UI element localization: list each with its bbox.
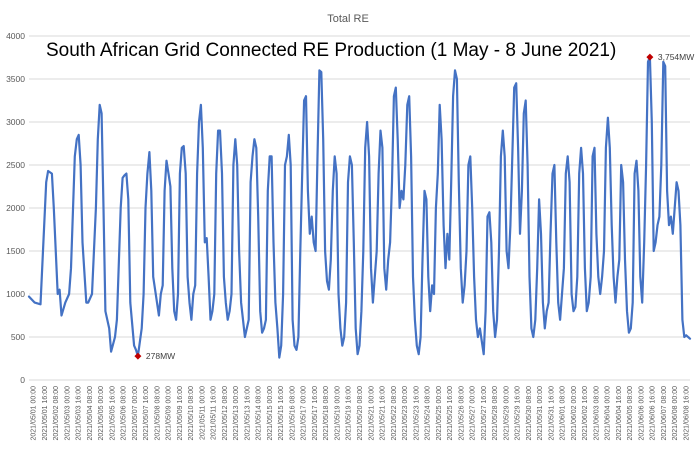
y-tick-label: 4000: [6, 31, 25, 41]
x-tick-label: 2021/05/29 16:00: [515, 386, 522, 441]
x-tick-label: 2021/05/15 00:00: [267, 386, 274, 441]
x-tick-label: 2021/05/02 08:00: [53, 386, 60, 441]
x-tick-label: 2021/05/27 00:00: [470, 386, 477, 441]
y-axis: 0 500 1000 1500 2000 2500 3000 3500 4000: [6, 31, 25, 385]
x-tick-label: 2021/05/21 00:00: [368, 386, 375, 441]
y-tick-label: 3500: [6, 74, 25, 84]
x-tick-label: 2021/06/06 00:00: [638, 386, 645, 441]
x-tick-label: 2021/06/04 16:00: [616, 386, 623, 441]
x-tick-label: 2021/05/31 00:00: [537, 386, 544, 441]
x-tick-label: 2021/05/09 16:00: [177, 386, 184, 441]
annotation-label: 278MW: [146, 351, 175, 361]
x-tick-label: 2021/05/25 00:00: [436, 386, 443, 441]
x-tick-label: 2021/06/01 08:00: [560, 386, 567, 441]
x-tick-label: 2021/05/08 08:00: [154, 386, 161, 441]
y-tick-label: 0: [20, 375, 25, 385]
x-tick-label: 2021/05/01 16:00: [42, 386, 49, 441]
x-tick-label: 2021/05/10 08:00: [188, 386, 195, 441]
x-tick-label: 2021/05/19 16:00: [346, 386, 353, 441]
x-tick-label: 2021/05/06 08:00: [121, 386, 128, 441]
y-tick-label: 2500: [6, 160, 25, 170]
x-tick-label: 2021/05/09 00:00: [166, 386, 173, 441]
x-tick-label: 2021/06/03 08:00: [593, 386, 600, 441]
x-tick-label: 2021/06/04 00:00: [605, 386, 612, 441]
y-tick-label: 500: [11, 332, 25, 342]
x-tick-label: 2021/05/03 00:00: [64, 386, 71, 441]
x-tick-label: 2021/05/15 16:00: [278, 386, 285, 441]
x-tick-label: 2021/05/07 16:00: [143, 386, 150, 441]
x-tick-label: 2021/05/23 16:00: [413, 386, 420, 441]
x-tick-label: 2021/05/28 08:00: [492, 386, 499, 441]
x-tick-label: 2021/05/22 08:00: [391, 386, 398, 441]
y-tick-label: 1000: [6, 289, 25, 299]
x-tick-label: 2021/05/31 16:00: [548, 386, 555, 441]
x-tick-label: 2021/05/25 16:00: [447, 386, 454, 441]
x-tick-label: 2021/05/24 08:00: [425, 386, 432, 441]
annotations: 278MW 3,754MW: [134, 52, 694, 361]
x-tick-label: 2021/05/13 16:00: [244, 386, 251, 441]
annotation-marker: [134, 352, 142, 360]
x-tick-label: 2021/05/20 08:00: [357, 386, 364, 441]
x-tick-label: 2021/06/06 16:00: [650, 386, 657, 441]
x-tick-label: 2021/05/27 16:00: [481, 386, 488, 441]
x-tick-label: 2021/05/19 00:00: [334, 386, 341, 441]
y-tick-label: 2000: [6, 203, 25, 213]
x-tick-label: 2021/05/01 00:00: [31, 386, 38, 441]
x-tick-label: 2021/05/12 08:00: [222, 386, 229, 441]
x-tick-label: 2021/06/07 08:00: [661, 386, 668, 441]
x-tick-label: 2021/05/29 00:00: [503, 386, 510, 441]
x-tick-label: 2021/06/08 16:00: [684, 386, 691, 441]
x-tick-label: 2021/05/07 00:00: [132, 386, 139, 441]
y-tick-label: 1500: [6, 246, 25, 256]
x-tick-label: 2021/05/26 08:00: [458, 386, 465, 441]
x-tick-label: 2021/05/17 16:00: [312, 386, 319, 441]
x-tick-label: 2021/05/16 08:00: [289, 386, 296, 441]
x-tick-label: 2021/05/04 08:00: [87, 386, 94, 441]
x-tick-label: 2021/05/18 08:00: [323, 386, 330, 441]
x-tick-label: 2021/06/08 00:00: [672, 386, 679, 441]
x-tick-label: 2021/06/05 08:00: [627, 386, 634, 441]
x-tick-label: 2021/05/05 00:00: [98, 386, 105, 441]
y-tick-label: 3000: [6, 117, 25, 127]
annotation-label: 3,754MW: [658, 52, 694, 62]
x-tick-label: 2021/05/17 00:00: [301, 386, 308, 441]
x-tick-label: 2021/05/23 00:00: [402, 386, 409, 441]
x-tick-label: 2021/05/11 00:00: [199, 386, 206, 440]
annotation-marker: [646, 53, 654, 61]
gridlines: [29, 35, 690, 381]
x-tick-label: 2021/06/02 00:00: [571, 386, 578, 441]
series-layer: [27, 56, 692, 359]
x-tick-label: 2021/05/13 00:00: [233, 386, 240, 441]
x-tick-label: 2021/05/30 08:00: [526, 386, 533, 441]
x-tick-label: 2021/05/11 16:00: [211, 386, 218, 440]
x-tick-label: 2021/05/03 16:00: [76, 386, 83, 441]
series-line-total-re: [27, 56, 692, 359]
chart-title: Total RE: [327, 13, 369, 25]
x-tick-label: 2021/05/21 16:00: [380, 386, 387, 441]
x-tick-label: 2021/05/05 16:00: [109, 386, 116, 441]
x-tick-label: 2021/05/14 08:00: [256, 386, 263, 441]
x-tick-label: 2021/06/02 16:00: [582, 386, 589, 441]
x-axis: 2021/05/01 00:00 2021/05/01 16:00 2021/05/…: [31, 386, 691, 441]
chart-headline: South African Grid Connected RE Producti…: [46, 40, 616, 61]
